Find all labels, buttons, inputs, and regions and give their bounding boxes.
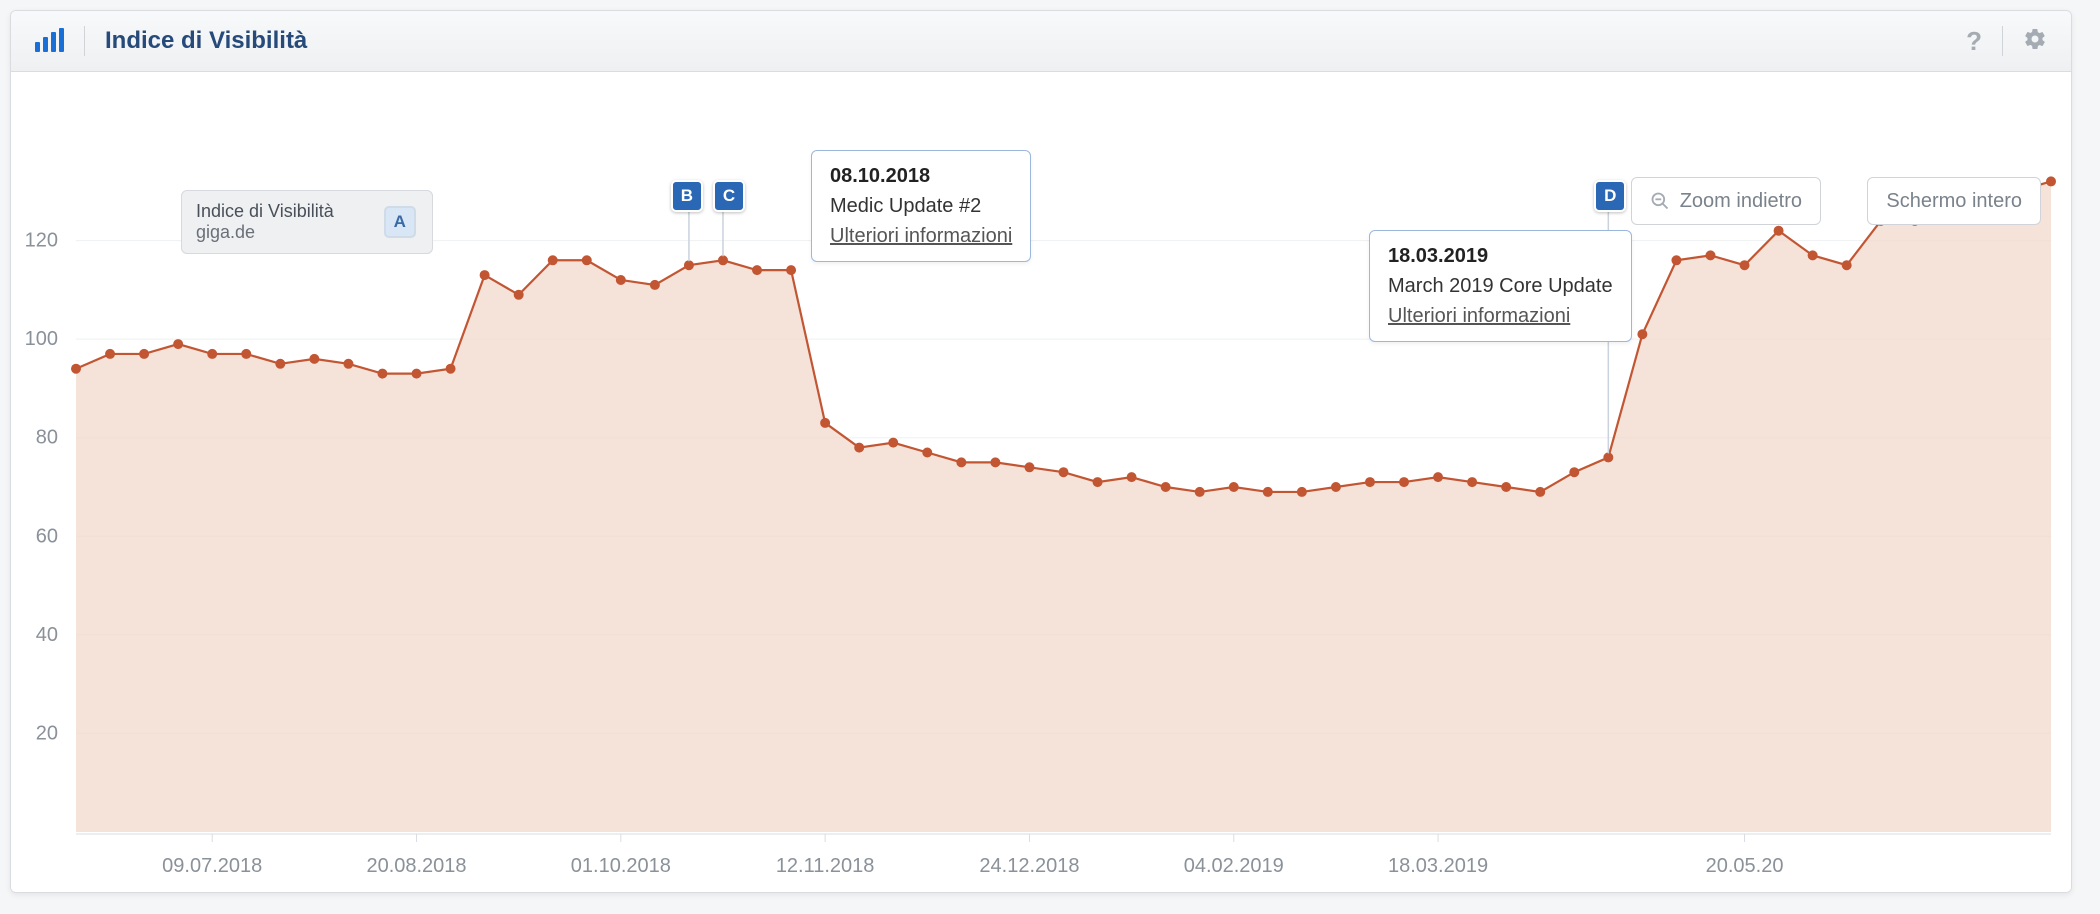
svg-text:04.02.2019: 04.02.2019 — [1184, 855, 1284, 877]
svg-text:12.11.2018: 12.11.2018 — [776, 855, 875, 877]
header-separator-2 — [2002, 26, 2003, 56]
panel-header: Indice di Visibilità ? — [11, 11, 2071, 72]
event-tooltip-c: 08.10.2018 Medic Update #2 Ulteriori inf… — [811, 150, 1031, 262]
event-flag-c[interactable]: C — [713, 180, 745, 212]
svg-text:01.10.2018: 01.10.2018 — [571, 855, 671, 877]
tooltip-date: 18.03.2019 — [1388, 245, 1488, 267]
zoom-out-button[interactable]: Zoom indietro — [1631, 177, 1821, 225]
svg-text:24.12.2018: 24.12.2018 — [979, 855, 1079, 877]
chart-area: 20 40 60 80 100 120 09.07.2018 20.08.2018 01.10.… — [11, 72, 2071, 892]
svg-text:100: 100 — [25, 328, 58, 350]
fullscreen-button[interactable]: Schermo intero — [1867, 177, 2041, 225]
event-flag-d[interactable]: D — [1594, 180, 1626, 212]
flag-a-icon[interactable]: A — [384, 206, 416, 238]
fullscreen-label: Schermo intero — [1886, 190, 2022, 213]
visibility-panel: Indice di Visibilità ? 20 40 60 80 100 120 09.… — [10, 10, 2072, 893]
legend-series-label: Indice di Visibilità — [196, 201, 334, 222]
chart-bars-icon — [35, 30, 64, 52]
tooltip-more-link[interactable]: Ulteriori informazioni — [1388, 305, 1570, 327]
svg-text:80: 80 — [36, 427, 58, 449]
gear-icon[interactable] — [2023, 27, 2047, 56]
svg-text:120: 120 — [25, 230, 58, 252]
svg-text:09.07.2018: 09.07.2018 — [162, 855, 262, 877]
event-tooltip-d: 18.03.2019 March 2019 Core Update Ulteri… — [1369, 230, 1632, 342]
event-flag-b[interactable]: B — [671, 180, 703, 212]
svg-text:18.03.2019: 18.03.2019 — [1388, 855, 1488, 877]
tooltip-title: Medic Update #2 — [830, 195, 981, 217]
tooltip-title: March 2019 Core Update — [1388, 275, 1613, 297]
svg-text:20.05.20: 20.05.20 — [1706, 855, 1784, 877]
svg-text:20.08.2018: 20.08.2018 — [366, 855, 466, 877]
legend: Indice di Visibilità giga.de A — [181, 190, 433, 254]
help-icon[interactable]: ? — [1966, 26, 1982, 57]
svg-text:60: 60 — [36, 525, 58, 547]
header-separator — [84, 26, 85, 56]
svg-text:20: 20 — [36, 722, 58, 744]
tooltip-more-link[interactable]: Ulteriori informazioni — [830, 225, 1012, 247]
legend-subject: giga.de — [196, 222, 334, 243]
panel-title: Indice di Visibilità — [105, 27, 307, 55]
zoom-out-label: Zoom indietro — [1680, 190, 1802, 213]
svg-text:40: 40 — [36, 624, 58, 646]
tooltip-date: 08.10.2018 — [830, 165, 930, 187]
